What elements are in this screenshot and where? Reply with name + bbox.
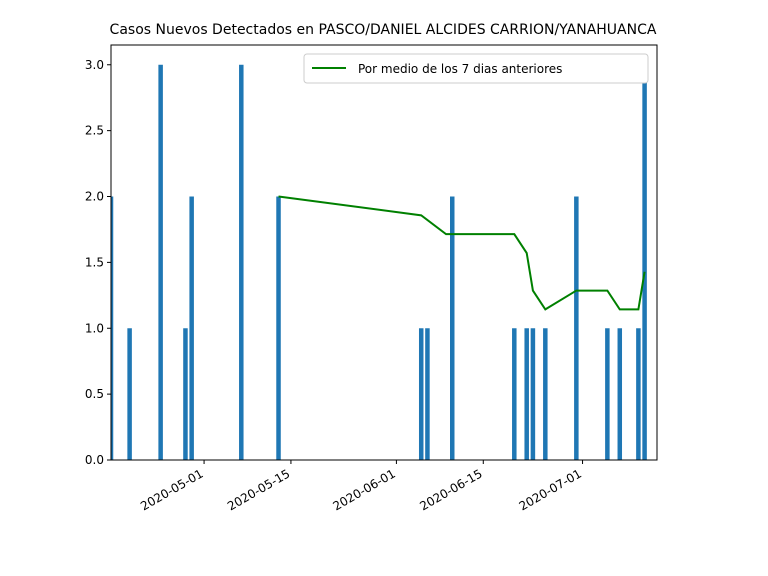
bar: [239, 64, 244, 460]
plot-frame: [110, 44, 658, 461]
bar: [617, 328, 623, 460]
legend-label: Por medio de los 7 dias anteriores: [358, 62, 562, 76]
y-tick-label: 0.5: [85, 387, 104, 401]
legend: Por medio de los 7 dias anteriores: [303, 53, 649, 84]
y-axis-ticks: 0.0 0.5 1.0 1.5 2.0 2.5 3.0: [85, 58, 111, 467]
axes: [110, 44, 658, 461]
bar: [418, 328, 424, 460]
bar: [642, 64, 647, 460]
bars-layer: [111, 64, 647, 460]
y-tick-label: 0.0: [85, 453, 104, 467]
bar: [183, 328, 188, 460]
chart-title: Casos Nuevos Detectados en PASCO/DANIEL …: [110, 22, 657, 38]
bar: [189, 196, 194, 460]
bar: [276, 196, 281, 460]
bar: [450, 196, 455, 460]
bar: [530, 328, 536, 460]
bar: [158, 64, 163, 460]
bar: [512, 328, 517, 460]
bar: [524, 328, 529, 460]
bar: [636, 328, 641, 460]
bar: [543, 328, 548, 460]
y-tick-label: 1.0: [85, 321, 104, 335]
legend-box: [303, 53, 649, 84]
bar: [425, 328, 430, 460]
y-tick-label: 1.5: [85, 255, 104, 269]
moving-average-line: [278, 195, 646, 311]
y-tick-label: 2.0: [85, 190, 104, 204]
bar: [574, 196, 579, 460]
y-tick-label: 2.5: [85, 124, 104, 138]
y-tick-label: 3.0: [85, 58, 104, 72]
bar: [127, 328, 132, 460]
bar: [605, 328, 610, 460]
bar: [111, 196, 114, 460]
